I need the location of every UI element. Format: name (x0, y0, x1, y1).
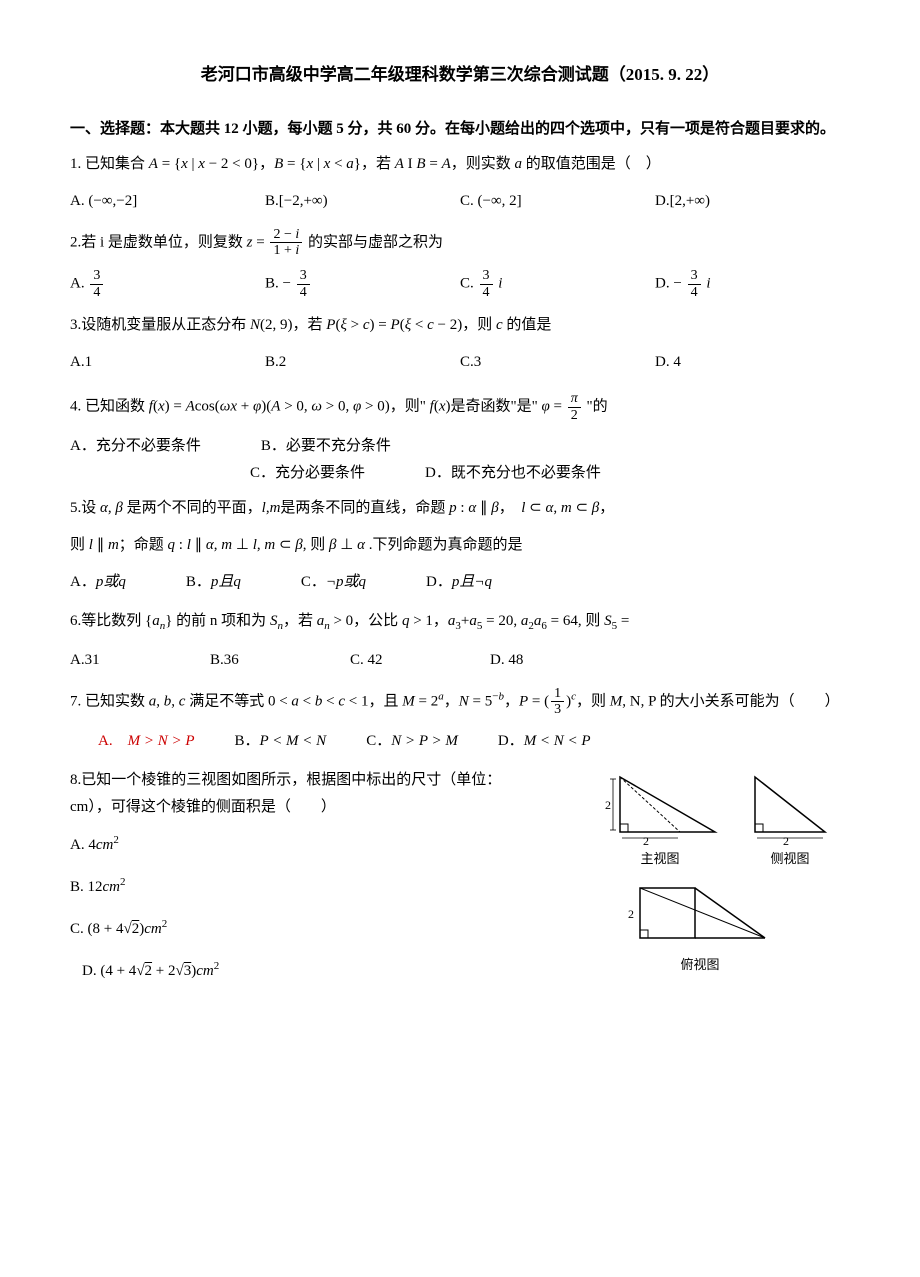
q2-opt-b: B. − 34 (265, 268, 460, 300)
q4-opt-a: A．充分不必要条件 (70, 433, 201, 460)
svg-text:2: 2 (605, 798, 611, 812)
q7-opt-c: C．N > P > M (366, 728, 458, 755)
q2-options: A. 34 B. − 34 C. 34 i D. − 34 i (70, 268, 850, 300)
question-8: 8.已知一个棱锥的三视图如图所示，根据图中标出的尺寸（单位：cm），可得这个棱锥… (70, 767, 850, 985)
q5-opt-a: A．p或q (70, 569, 126, 596)
q7-opt-d: D．M < N < P (498, 728, 591, 755)
q1-options: A. (−∞,−2] B.[−2,+∞) C. (−∞, 2] D.[2,+∞) (70, 188, 850, 215)
q3-opt-c: C.3 (460, 349, 655, 376)
front-view-label: 主视图 (590, 847, 730, 870)
q3-opt-a: A.1 (70, 349, 265, 376)
question-7: 7. 已知实数 a, b, c 满足不等式 0 < a < b < c < 1，… (70, 686, 850, 718)
front-view-svg: 2 2 (590, 767, 730, 847)
q2-opt-a: A. 34 (70, 268, 265, 300)
side-view-svg: 2 (745, 767, 835, 847)
q8-text: 8.已知一个棱锥的三视图如图所示，根据图中标出的尺寸（单位：cm），可得这个棱锥… (70, 767, 530, 821)
top-view-figure: 2 俯视图 (620, 878, 870, 976)
q6-opt-a: A.31 (70, 647, 210, 674)
q1-text: 1. 已知集合 A = {x | x − 2 < 0}，B = {x | x <… (70, 156, 661, 172)
q1-opt-d: D.[2,+∞) (655, 188, 850, 215)
page-title: 老河口市高级中学高二年级理科数学第三次综合测试题（2015. 9. 22） (70, 60, 850, 91)
q3-options: A.1 B.2 C.3 D. 4 (70, 349, 850, 376)
q4-opt-d: D．既不充分也不必要条件 (425, 460, 601, 487)
q3-opt-d: D. 4 (655, 349, 850, 376)
q7-options: A. M > N > P B．P < M < N C．N > P > M D．M… (70, 728, 850, 755)
svg-text:2: 2 (628, 907, 634, 921)
question-3: 3.设随机变量服从正态分布 N(2, 9)，若 P(ξ > c) = P(ξ <… (70, 312, 850, 339)
question-4: 4. 已知函数 f(x) = Acos(ωx + φ)(A > 0, ω > 0… (70, 391, 850, 423)
q4-options: A．充分不必要条件 B．必要不充分条件 C．充分必要条件 D．既不充分也不必要条件 (70, 433, 850, 487)
q5-options: A．p或q B．p且q C．¬p或q D．p且¬q (70, 569, 850, 596)
q4-opt-b: B．必要不充分条件 (261, 433, 391, 460)
q1-opt-c: C. (−∞, 2] (460, 188, 655, 215)
section-1-header: 一、选择题：本大题共 12 小题，每小题 5 分，共 60 分。在每小题给出的四… (70, 116, 850, 143)
q1-opt-a: A. (−∞,−2] (70, 188, 265, 215)
q2-opt-c: C. 34 i (460, 268, 655, 300)
side-view-label: 侧视图 (745, 847, 835, 870)
q8-opt-a: A. 4cm2 (70, 831, 530, 859)
q5-opt-b: B．p且q (186, 569, 241, 596)
top-view-label: 俯视图 (620, 953, 780, 976)
q6-opt-d: D. 48 (490, 647, 630, 674)
q5-opt-d: D．p且¬q (426, 569, 492, 596)
q3-opt-b: B.2 (265, 349, 460, 376)
top-view-svg: 2 (620, 878, 780, 953)
question-6: 6.等比数列 {an} 的前 n 项和为 Sn，若 an > 0，公比 q > … (70, 608, 850, 637)
q8-opt-c: C. (8 + 4√2)cm2 (70, 915, 530, 943)
svg-text:2: 2 (783, 834, 789, 847)
q6-options: A.31 B.36 C. 42 D. 48 (70, 647, 630, 674)
q7-opt-a: A. M > N > P (98, 728, 195, 755)
q7-opt-b: B．P < M < N (235, 728, 327, 755)
q6-opt-c: C. 42 (350, 647, 490, 674)
side-view-figure: 2 侧视图 (745, 767, 835, 870)
svg-text:2: 2 (643, 834, 649, 847)
q1-opt-b: B.[−2,+∞) (265, 188, 460, 215)
q2-opt-d: D. − 34 i (655, 268, 850, 300)
q8-opt-d: D. (4 + 4√2 + 2√3)cm2 (70, 957, 530, 985)
q8-figures: 2 2 主视图 2 侧视图 (590, 767, 870, 977)
question-2: 2.若 i 是虚数单位，则复数 z = 2 − i1 + i 的实部与虚部之积为 (70, 227, 850, 259)
q5-opt-c: C．¬p或q (301, 569, 366, 596)
q4-opt-c: C．充分必要条件 (250, 460, 365, 487)
front-view-figure: 2 2 主视图 (590, 767, 730, 870)
question-1: 1. 已知集合 A = {x | x − 2 < 0}，B = {x | x <… (70, 151, 850, 178)
question-5: 5.设 α, β 是两个不同的平面，l,m是两条不同的直线，命题 p : α ∥… (70, 495, 850, 559)
q8-opt-b: B. 12cm2 (70, 873, 530, 901)
q6-opt-b: B.36 (210, 647, 350, 674)
